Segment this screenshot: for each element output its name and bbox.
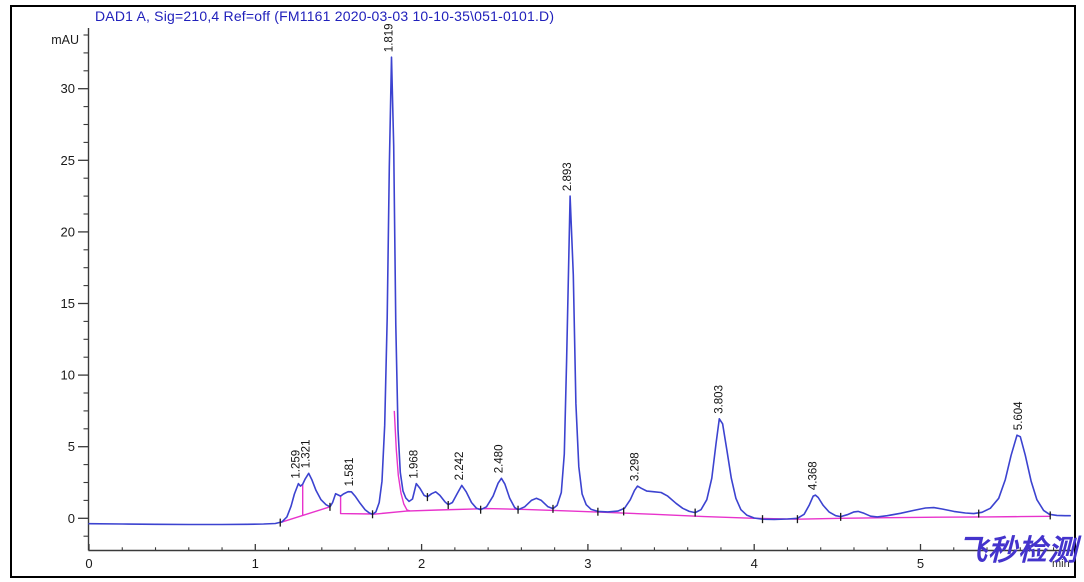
integration-baseline bbox=[393, 410, 411, 512]
peak-label: 4.368 bbox=[807, 461, 819, 490]
peak-label: 1.968 bbox=[408, 450, 420, 479]
signal-title: DAD1 A, Sig=210,4 Ref=off (FM1161 2020-0… bbox=[95, 8, 555, 24]
x-axis-unit-label: min bbox=[1052, 558, 1070, 570]
y-axis-tick-label: 30 bbox=[61, 81, 75, 96]
peak-label: 2.480 bbox=[493, 445, 505, 474]
y-axis-tick-label: 25 bbox=[61, 153, 75, 168]
peak-label: 2.242 bbox=[454, 452, 466, 481]
x-axis-tick-label: 5 bbox=[917, 556, 924, 571]
peak-label: 1.259 bbox=[290, 450, 302, 479]
peak-label: 1.581 bbox=[344, 458, 356, 487]
peak-label: 1.819 bbox=[384, 23, 396, 52]
y-axis-tick-label: 10 bbox=[61, 368, 75, 383]
plot-border bbox=[10, 5, 1076, 578]
x-axis-tick-label: 4 bbox=[751, 556, 758, 571]
signal-trace bbox=[88, 56, 1071, 526]
integration-baseline bbox=[339, 496, 373, 515]
y-axis-unit-label: mAU bbox=[51, 33, 79, 47]
x-axis-tick-label: 1 bbox=[252, 556, 259, 571]
peak-label: 1.321 bbox=[301, 440, 313, 469]
y-axis-tick-label: 15 bbox=[61, 296, 75, 311]
y-axis-tick-label: 20 bbox=[61, 224, 75, 239]
watermark-text: 飞秒检测 bbox=[958, 533, 1079, 567]
x-axis-tick-label: 3 bbox=[584, 556, 591, 571]
peak-label: 2.893 bbox=[562, 162, 574, 191]
integration-baseline bbox=[279, 506, 331, 524]
peak-label: 5.604 bbox=[1013, 401, 1025, 430]
x-axis-tick-label: 2 bbox=[418, 556, 425, 571]
integration-baseline bbox=[372, 507, 1051, 520]
peak-label: 3.803 bbox=[713, 385, 725, 414]
y-axis-tick-label: 5 bbox=[68, 439, 75, 454]
y-axis-tick-label: 0 bbox=[68, 511, 75, 526]
x-axis-tick-label: 0 bbox=[85, 556, 92, 571]
peak-label: 3.298 bbox=[630, 452, 642, 481]
